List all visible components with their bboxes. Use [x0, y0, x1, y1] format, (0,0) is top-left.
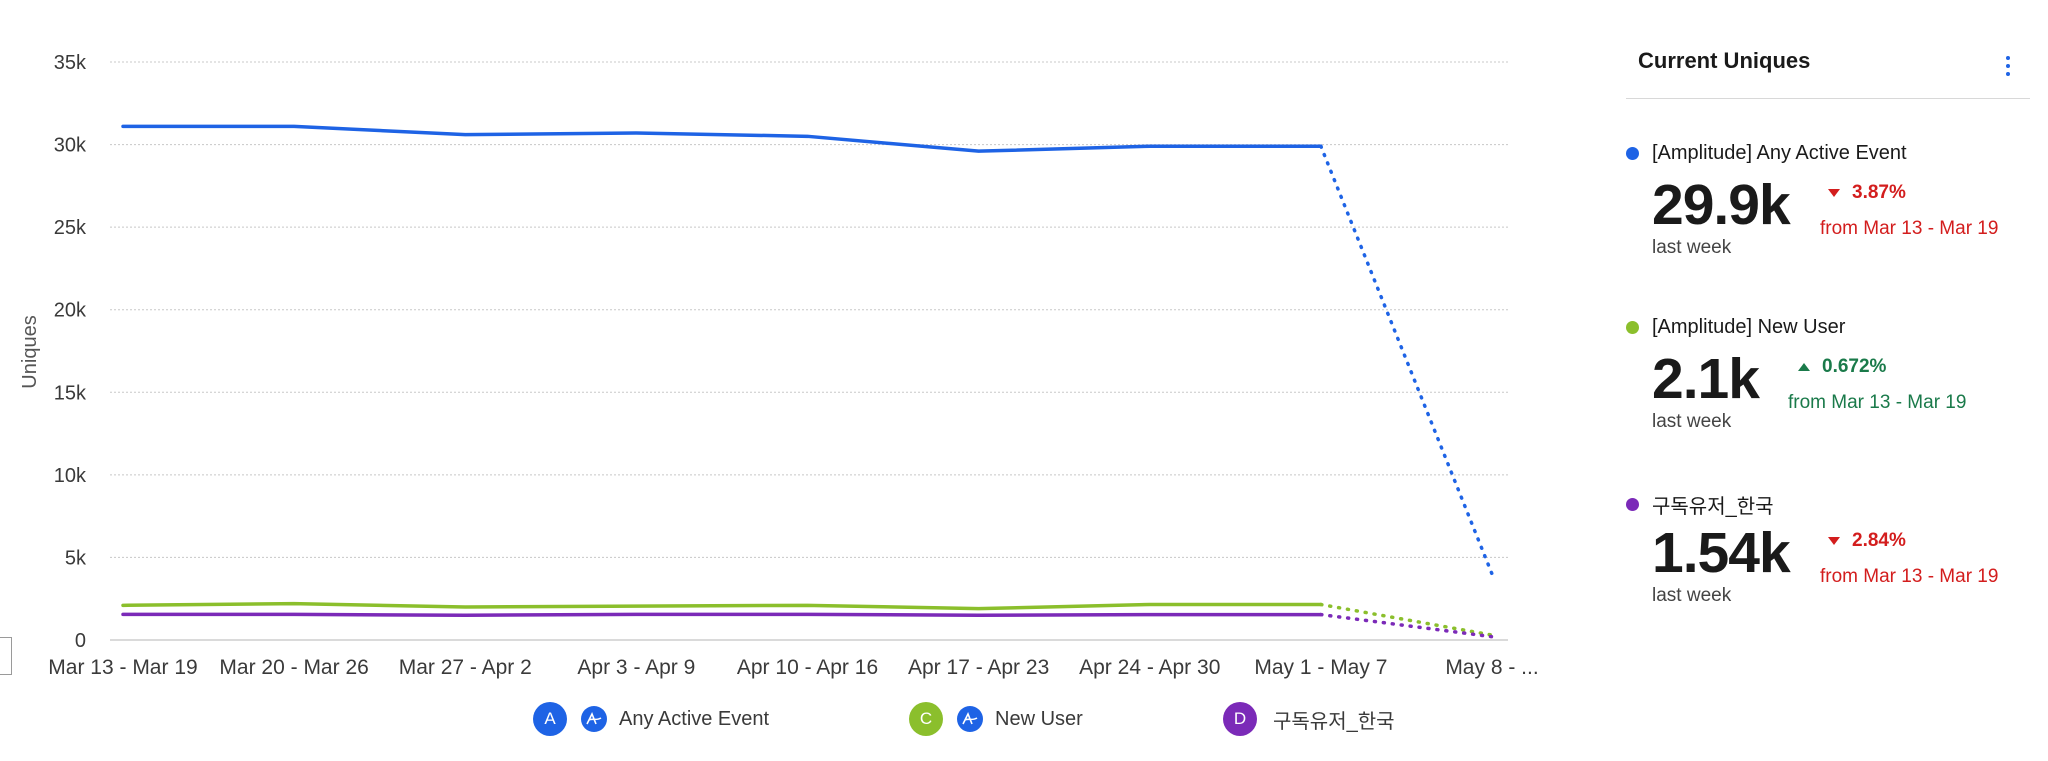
- y-tick-label: 15k: [54, 382, 87, 404]
- x-tick-label: Mar 13 - Mar 19: [48, 656, 197, 679]
- metric-change-range: from Mar 13 - Mar 19: [1788, 392, 1967, 413]
- amplitude-icon: [581, 706, 607, 732]
- arrow-up-icon: [1798, 363, 1810, 371]
- y-tick-label: 20k: [54, 300, 87, 322]
- collapsed-panel-handle[interactable]: [0, 637, 12, 675]
- arrow-down-icon: [1828, 189, 1840, 197]
- metric-subscriber-korea: 구독유저_한국 1.54k last week 2.84% from Mar 1…: [1626, 490, 2030, 620]
- y-tick-label: 35k: [54, 52, 87, 74]
- x-tick-label: Apr 3 - Apr 9: [577, 656, 695, 679]
- metric-new-user: [Amplitude] New User 2.1k last week 0.67…: [1626, 316, 2030, 446]
- metric-any-active-event: [Amplitude] Any Active Event 29.9k last …: [1626, 142, 2030, 272]
- x-tick-label: Apr 10 - Apr 16: [737, 656, 878, 679]
- panel-header: Current Uniques: [1626, 30, 2030, 99]
- chart-series[interactable]: [118, 121, 1497, 641]
- y-axis-label: Uniques: [19, 315, 41, 388]
- legend-item-any-active-event[interactable]: A Any Active Event: [533, 701, 769, 737]
- x-tick-label: Apr 17 - Apr 23: [908, 656, 1049, 679]
- series-letter-badge: D: [1223, 702, 1257, 736]
- chart-gridlines: [110, 61, 1508, 641]
- metric-name: 구독유저_한국: [1652, 496, 1774, 518]
- x-tick-label: May 1 - May 7: [1254, 656, 1387, 679]
- series-line[interactable]: [121, 601, 1323, 611]
- series-line-incomplete[interactable]: [1319, 602, 1494, 637]
- x-tick-label: Mar 20 - Mar 26: [219, 656, 368, 679]
- x-tick-label: May 8 - ...: [1445, 656, 1538, 679]
- x-tick-label: Apr 24 - Apr 30: [1079, 656, 1220, 679]
- y-tick-label: 25k: [54, 217, 87, 239]
- series-line-incomplete[interactable]: [1319, 144, 1494, 576]
- arrow-down-icon: [1828, 537, 1840, 545]
- metric-value: 2.1k: [1652, 347, 1760, 411]
- legend-item-new-user[interactable]: C New User: [909, 701, 1083, 737]
- series-line[interactable]: [121, 612, 1323, 617]
- more-vertical-icon[interactable]: [2006, 30, 2030, 76]
- series-dot: [1626, 147, 1639, 160]
- y-tick-label: 30k: [54, 135, 87, 157]
- legend-label: Any Active Event: [619, 707, 770, 730]
- series-letter-badge: A: [533, 702, 567, 736]
- metric-change: 2.84%: [1852, 530, 1906, 551]
- series-line[interactable]: [121, 124, 1323, 153]
- metric-value: 29.9k: [1652, 173, 1791, 237]
- metric-change: 0.672%: [1822, 356, 1887, 377]
- y-tick-label: 5k: [65, 547, 87, 569]
- x-axis-ticks: Mar 13 - Mar 19 Mar 20 - Mar 26 Mar 27 - A…: [48, 656, 1538, 679]
- series-letter-badge: C: [909, 702, 943, 736]
- metric-period: last week: [1652, 411, 1732, 432]
- y-axis-ticks: 0 5k 10k 15k 20k 25k 30k 35k: [54, 52, 87, 652]
- amplitude-icon: [957, 706, 983, 732]
- metric-period: last week: [1652, 585, 1732, 606]
- x-tick-label: Mar 27 - Apr 2: [399, 656, 532, 679]
- series-dot: [1626, 321, 1639, 334]
- legend-label: 구독유저_한국: [1273, 710, 1395, 733]
- metric-period: last week: [1652, 237, 1732, 258]
- metric-value: 1.54k: [1652, 521, 1791, 585]
- series-line-incomplete[interactable]: [1319, 612, 1494, 639]
- legend-item-subscriber-korea[interactable]: D 구독유저_한국: [1223, 701, 1395, 737]
- metric-change-range: from Mar 13 - Mar 19: [1820, 218, 1999, 239]
- y-tick-label: 0: [75, 630, 86, 652]
- legend-label: New User: [995, 707, 1083, 730]
- metric-change-range: from Mar 13 - Mar 19: [1820, 566, 1999, 587]
- metric-change: 3.87%: [1852, 182, 1906, 203]
- series-dot: [1626, 498, 1639, 511]
- metric-name: [Amplitude] New User: [1652, 316, 1846, 338]
- y-tick-label: 10k: [54, 465, 87, 487]
- current-uniques-panel: Current Uniques [Amplitude] Any Active E…: [1626, 30, 2030, 606]
- panel-title: Current Uniques: [1638, 48, 1811, 73]
- metric-name: [Amplitude] Any Active Event: [1652, 142, 1907, 164]
